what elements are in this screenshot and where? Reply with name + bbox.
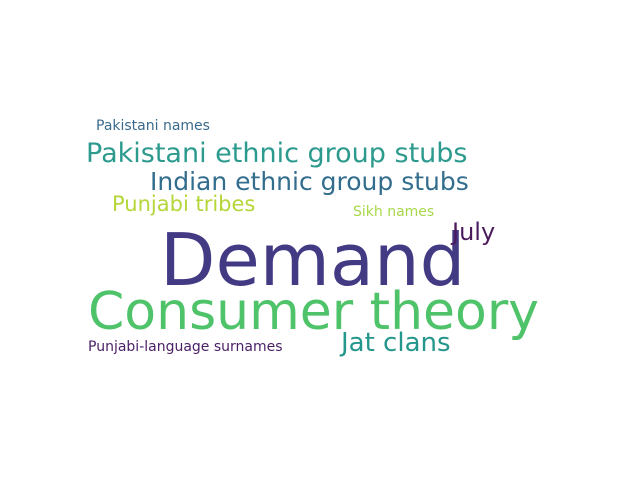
word-consumer-theory: Consumer theory [88,282,539,342]
word-july: July [452,218,496,246]
word-punjabi-tribes: Punjabi tribes [112,192,256,216]
word-pakistani-ethnic-group-stubs: Pakistani ethnic group stubs [86,138,468,169]
word-jat-clans: Jat clans [341,328,451,358]
word-pakistani-names: Pakistani names [96,118,210,134]
word-demand: Demand [160,218,466,302]
word-punjabi-language-surnames: Punjabi-language surnames [88,339,283,355]
word-indian-ethnic-group-stubs: Indian ethnic group stubs [150,167,469,196]
word-sikh-names: Sikh names [353,204,435,220]
